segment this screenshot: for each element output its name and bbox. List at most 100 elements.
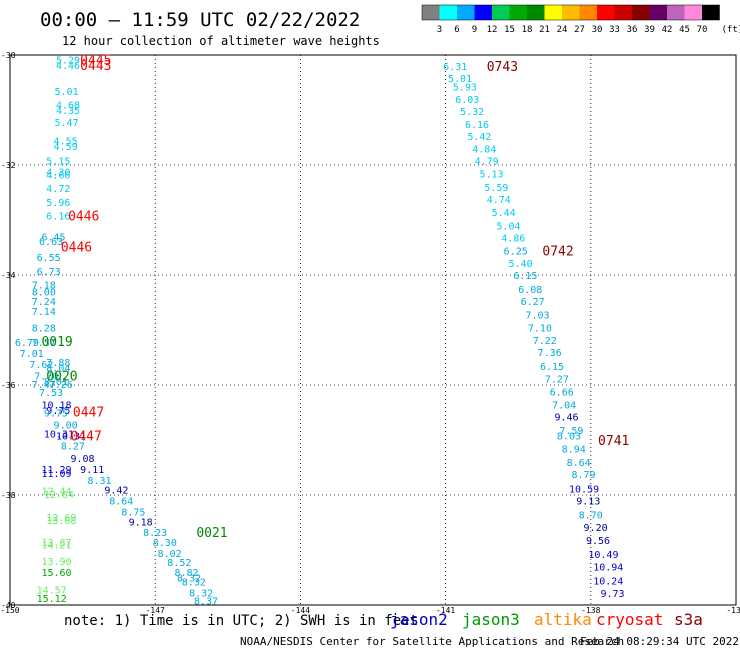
pass-time-label: 0019 — [41, 335, 72, 350]
scale-label: 33 — [609, 25, 620, 35]
scale-swatch — [580, 5, 598, 20]
wave-height-reading: 5.42 — [467, 132, 491, 143]
pass-time-label: 0020 — [46, 370, 77, 385]
scale-label: 42 — [662, 25, 673, 35]
wave-height-reading: 8.30 — [153, 538, 177, 549]
wave-height-reading: 9.73 — [600, 589, 624, 600]
lat-tick-label: -36 — [1, 381, 16, 390]
scale-label: 45 — [679, 25, 690, 35]
wave-height-reading: 8.94 — [562, 444, 586, 455]
wave-height-reading: 7.53 — [39, 388, 63, 399]
wave-height-reading: 5.59 — [484, 183, 508, 194]
wave-height-reading: 4.86 — [501, 234, 525, 245]
wave-height-reading: 6.73 — [37, 267, 61, 278]
pass-time-label: 0443 — [80, 59, 111, 74]
scale-label: 21 — [539, 25, 550, 35]
scale-swatch — [597, 5, 615, 20]
wave-height-reading: 8.64 — [567, 458, 591, 469]
footer-credit: NOAA/NESDIS Center for Satellite Applica… — [240, 635, 624, 648]
wave-height-reading: 8.28 — [32, 323, 56, 334]
wave-height-reading: 5.32 — [460, 107, 484, 118]
legend-s3a: s3a — [674, 610, 703, 629]
scale-label: 9 — [472, 25, 477, 35]
wave-height-reading: 8.79 — [571, 470, 595, 481]
map-subtitle: 12 hour collection of altimeter wave hei… — [62, 34, 380, 48]
scale-swatch — [650, 5, 668, 20]
wave-height-reading: 6.55 — [37, 253, 61, 264]
scale-swatch — [667, 5, 685, 20]
wave-height-reading: 13.90 — [41, 557, 71, 568]
pass-time-label: 0021 — [196, 526, 227, 541]
lat-tick-label: -38 — [1, 491, 16, 500]
legend-jason3: jason3 — [462, 610, 520, 629]
wave-height-reading: 9.08 — [71, 454, 95, 465]
wave-height-reading: 5.47 — [55, 118, 79, 129]
wave-height-reading: 5.40 — [509, 259, 533, 270]
scale-label: 27 — [574, 25, 585, 35]
scale-swatch — [562, 5, 580, 20]
wave-height-reading: 7.14 — [32, 307, 56, 318]
wave-height-reading: 7.22 — [533, 336, 557, 347]
wave-height-reading: 15.12 — [37, 594, 67, 605]
wave-height-reading: 8.03 — [557, 432, 581, 443]
wave-height-reading: 12.64 — [44, 490, 74, 501]
scale-label: 24 — [557, 25, 568, 35]
wave-height-reading: 7.27 — [545, 374, 569, 385]
wave-height-reading: 5.15 — [46, 157, 70, 168]
wave-height-reading: 6.15 — [513, 271, 537, 282]
wave-height-reading: 7.01 — [20, 349, 44, 360]
scale-label: 36 — [627, 25, 638, 35]
pass-time-label: 0742 — [542, 244, 573, 259]
wave-height-reading: 9.56 — [586, 536, 610, 547]
wave-height-reading: 9.18 — [129, 517, 153, 528]
scale-label: 70 — [697, 25, 708, 35]
wave-height-reading: 9.11 — [80, 465, 104, 476]
pass-time-label: 0741 — [598, 434, 629, 449]
wave-height-reading: 4.46 — [56, 61, 80, 72]
wave-height-reading: 10.59 — [569, 484, 599, 495]
wave-height-reading: 6.31 — [443, 62, 467, 73]
scale-label: 12 — [487, 25, 498, 35]
scale-swatch — [510, 5, 528, 20]
lat-tick-label: -30 — [1, 51, 16, 60]
wave-height-reading: 5.93 — [453, 82, 477, 93]
scale-swatch — [685, 5, 703, 20]
scale-unit: (ft) — [722, 25, 740, 35]
wave-height-reading: 7.04 — [552, 400, 576, 411]
scale-label: 15 — [504, 25, 515, 35]
wave-height-reading: 6.16 — [46, 212, 70, 223]
pass-time-label: 0446 — [68, 210, 99, 225]
scale-label: 6 — [454, 25, 459, 35]
wave-height-reading: 4.72 — [46, 184, 70, 195]
wave-height-reading: 4.74 — [487, 195, 511, 206]
wave-height-reading: 8.32 — [182, 577, 206, 588]
wave-height-reading: 4.66 — [46, 170, 70, 181]
pass-time-label: 0743 — [487, 60, 518, 75]
wave-height-reading: 5.44 — [492, 208, 516, 219]
scale-label: 30 — [592, 25, 603, 35]
wave-height-reading: 4.59 — [54, 142, 78, 153]
scale-swatch — [632, 5, 650, 20]
wave-height-reading: 6.03 — [455, 95, 479, 106]
wave-height-reading: 4.79 — [475, 157, 499, 168]
wave-height-reading: 8.70 — [579, 510, 603, 521]
map-title: 00:00 – 11:59 UTC 02/22/2022 — [40, 9, 360, 31]
scale-label: 18 — [522, 25, 533, 35]
lat-tick-label: -40 — [1, 601, 16, 610]
wave-height-reading: 15.60 — [41, 568, 71, 579]
wave-height-reading: 4.35 — [56, 106, 80, 117]
scale-swatch — [545, 5, 563, 20]
pass-time-label: 0447 — [71, 430, 102, 445]
scale-swatch — [440, 5, 458, 20]
wave-height-reading: 9.20 — [584, 523, 608, 534]
scale-swatch — [527, 5, 545, 20]
wave-height-reading: 9.13 — [576, 497, 600, 508]
scale-swatch — [615, 5, 633, 20]
wave-height-reading: 5.01 — [55, 87, 79, 98]
wave-height-reading: 6.15 — [540, 362, 564, 373]
wave-height-reading: 10.94 — [593, 563, 623, 574]
wave-height-reading: 8.64 — [109, 497, 133, 508]
